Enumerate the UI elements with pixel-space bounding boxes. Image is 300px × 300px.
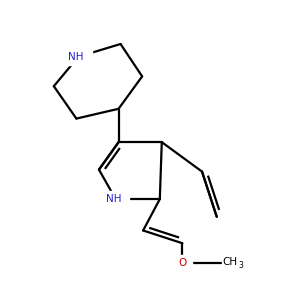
Bar [64, 49, 92, 64]
Text: NH: NH [106, 194, 122, 204]
Bar [172, 255, 192, 271]
Text: O: O [178, 258, 187, 268]
Text: 3: 3 [238, 261, 243, 270]
Bar [102, 191, 129, 207]
Text: NH: NH [68, 52, 83, 62]
Text: CH: CH [223, 257, 238, 267]
